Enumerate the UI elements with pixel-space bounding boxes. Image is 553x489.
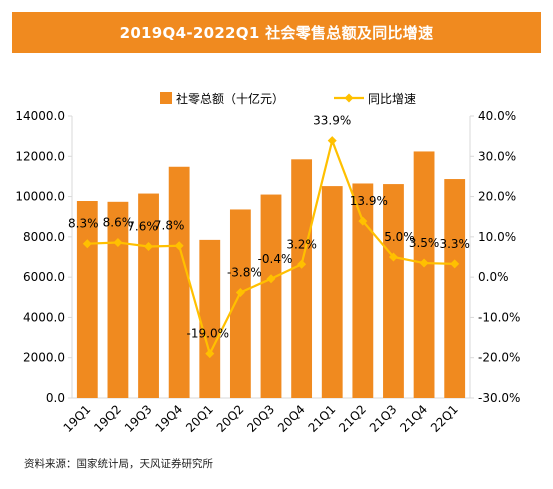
x-tick-label: 20Q2 [214,402,247,435]
growth-data-label: 3.5% [409,236,440,250]
growth-data-label: 8.6% [103,215,134,229]
x-tick-label: 20Q3 [244,402,277,435]
growth-data-label: 7.8% [154,219,185,233]
growth-data-label: -19.0% [187,327,229,341]
growth-point [82,239,92,249]
x-tick-label: 19Q2 [91,402,124,435]
growth-point [266,274,276,284]
bar [321,186,343,398]
y-left-tick-label: 14000.0 [15,109,65,123]
x-tick-label: 20Q1 [183,402,216,435]
y-left-tick-label: 12000.0 [15,149,65,163]
bar [444,179,466,398]
growth-data-label: -0.4% [258,252,293,266]
growth-data-label: 33.9% [313,114,351,128]
bar [291,159,313,398]
growth-data-label: 5.0% [384,230,415,244]
bar [107,201,129,398]
growth-data-label: -3.8% [227,265,262,279]
legend-line-label: 同比增速 [368,92,416,106]
y-right-tick-label: 0.0% [478,270,509,284]
growth-point [450,259,460,269]
bar [168,166,190,398]
x-tick-label: 19Q4 [152,402,185,435]
y-right-tick-label: -30.0% [478,391,520,405]
growth-point [388,252,398,262]
growth-data-label: 8.3% [68,217,99,231]
x-tick-label: 21Q3 [367,402,400,435]
x-tick-label: 21Q1 [306,402,339,435]
legend-bar-swatch [160,92,172,104]
y-right-tick-label: 20.0% [478,190,516,204]
source-note: 资料来源：国家统计局，天风证券研究所 [24,458,213,470]
y-right-tick-label: 10.0% [478,230,516,244]
y-right-tick-label: 40.0% [478,109,516,123]
growth-point [327,136,337,146]
y-left-tick-label: 0.0 [46,391,65,405]
legend: 社零总额（十亿元） 同比增速 [160,91,416,106]
bar [199,239,221,398]
growth-data-label: 3.3% [439,237,470,251]
growth-point [113,237,123,247]
growth-point [144,242,154,252]
bar [383,184,404,398]
growth-data-label: 7.6% [127,220,158,234]
y-left-tick-label: 4000.0 [23,310,65,324]
y-right-tick-label: -20.0% [478,351,520,365]
bar [260,194,282,398]
growth-point [419,258,429,268]
legend-bar-label: 社零总额（十亿元） [176,91,284,106]
y-left-tick-label: 10000.0 [15,190,65,204]
growth-point [235,287,245,297]
y-left-tick-label: 8000.0 [23,230,65,244]
bar [352,183,374,398]
x-tick-label: 19Q3 [122,402,155,435]
bar [138,193,159,398]
growth-point [174,241,184,251]
y-right-tick-label: 30.0% [478,149,516,163]
bar [229,209,251,398]
legend-line-marker [344,93,354,103]
growth-data-label: 3.2% [286,237,317,251]
growth-data-label: 13.9% [350,194,388,208]
y-left-tick-label: 6000.0 [23,270,65,284]
bar [413,151,435,398]
y-right-tick-label: -10.0% [478,310,520,324]
growth-point [297,259,307,269]
chart-title: 2019Q4-2022Q1 社会零售总额及同比增速 [119,24,434,42]
x-tick-label: 21Q4 [397,402,430,435]
x-tick-label: 20Q4 [275,402,308,435]
growth-point [205,349,215,359]
title-banner: 2019Q4-2022Q1 社会零售总额及同比增速 [12,12,541,53]
growth-point [358,216,368,226]
bar [76,201,98,398]
x-tick-label: 19Q1 [61,402,94,435]
x-tick-label: 21Q2 [336,402,369,435]
x-tick-label: 22Q1 [428,402,461,435]
y-left-tick-label: 2000.0 [23,351,65,365]
